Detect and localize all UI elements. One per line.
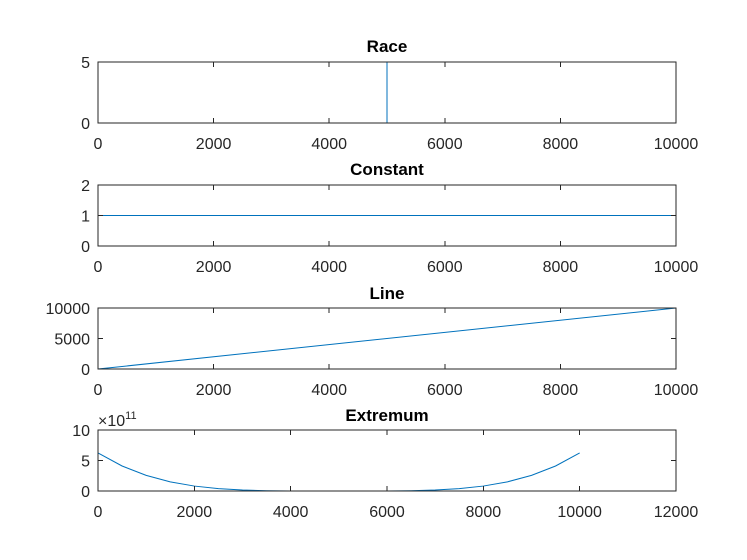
x-tick-label: 2000	[196, 136, 232, 153]
x-tick-label: 6000	[427, 136, 463, 153]
x-tick-label: 0	[94, 259, 103, 276]
y-tick-label: 5	[81, 454, 90, 471]
x-tick-label: 8000	[466, 504, 502, 521]
x-tick-label: 12000	[654, 504, 699, 521]
x-tick-label: 0	[94, 504, 103, 521]
x-tick-label: 0	[94, 136, 103, 153]
x-tick-label: 4000	[311, 382, 347, 399]
y-exponent-power: 11	[125, 410, 136, 422]
series-line-1	[97, 307, 677, 370]
subplot-race: Race 0 2000 4000 6000 8000 10000 0 5	[81, 37, 698, 153]
y-tick-label: 5	[81, 55, 90, 72]
axes-box	[97, 61, 677, 124]
x-tick-label: 10000	[557, 504, 602, 521]
subplot-title: Line	[370, 284, 405, 303]
x-tick-label: 8000	[543, 136, 579, 153]
subplot-constant: Constant 0 2000 4000 6000 8000 10000 0 1 2	[81, 160, 698, 276]
x-tick-label: 6000	[427, 382, 463, 399]
y-tick-label: 5000	[54, 332, 90, 349]
y-tick-label: 10	[72, 423, 90, 440]
x-tick-label: 4000	[311, 136, 347, 153]
x-tick-label: 6000	[427, 259, 463, 276]
y-exponent-label: ×1011	[98, 410, 137, 430]
y-tick-label: 0	[81, 116, 90, 133]
x-tick-label: 10000	[654, 382, 699, 399]
x-tick-label: 2000	[196, 382, 232, 399]
y-tick-label: 0	[81, 484, 90, 501]
y-tick-label: 0	[81, 362, 90, 379]
x-tick-label: 10000	[654, 259, 699, 276]
x-tick-label: 2000	[196, 259, 232, 276]
y-exponent-base: ×10	[98, 413, 125, 430]
x-tick-label: 2000	[177, 504, 213, 521]
x-tick-label: 8000	[543, 382, 579, 399]
x-tick-label: 4000	[311, 259, 347, 276]
y-tick-label: 2	[81, 178, 90, 195]
subplot-title: Extremum	[345, 406, 428, 425]
x-tick-label: 8000	[543, 259, 579, 276]
y-tick-label: 0	[81, 239, 90, 256]
x-tick-label: 6000	[369, 504, 405, 521]
subplot-extremum: Extremum ×1011 0 2000 4000 6000 8000 10000 120…	[72, 406, 698, 521]
subplot-title: Race	[367, 37, 408, 56]
x-tick-label: 4000	[273, 504, 309, 521]
x-tick-label: 0	[94, 382, 103, 399]
y-tick-label: 1	[81, 209, 90, 226]
subplot-line: Line 0 2000 4000 6000 8000 10000 0 5000 10000	[46, 284, 699, 399]
y-tick-label: 10000	[46, 301, 91, 318]
subplot-title: Constant	[350, 160, 424, 179]
x-tick-label: 10000	[654, 136, 699, 153]
